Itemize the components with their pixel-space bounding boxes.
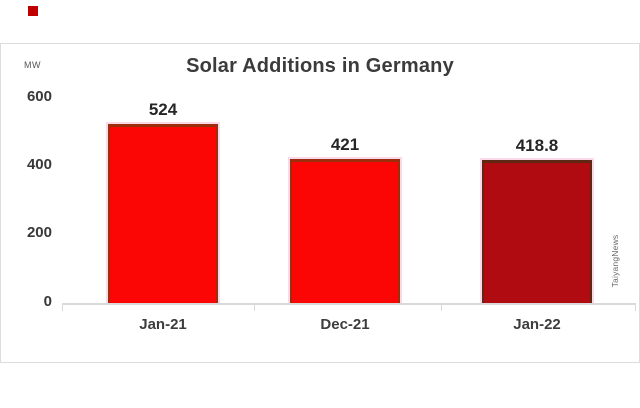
x-category-label-jan-22: Jan-22 [513,316,561,333]
watermark-text: TaiyangNews [610,234,620,288]
bar-value-label: 524 [148,100,178,119]
y-tick-label-200: 200 [26,224,52,241]
x-category-label-dec-21: Dec-21 [320,316,370,333]
chart-title: Solar Additions in Germany [186,55,454,77]
x-axis-tick [62,303,63,311]
bar-dec-21 [290,159,400,303]
y-tick-label-600: 600 [26,88,52,105]
y-axis-unit-label: MW [24,60,41,70]
x-axis-line [62,303,636,305]
x-axis-tick [635,303,636,311]
bar-jan-22 [482,160,592,303]
y-tick-label-0: 0 [43,293,52,310]
brand-mark-icon [28,6,38,16]
x-axis-tick [254,303,255,311]
bar-value-label: 421 [330,135,360,154]
x-category-label-jan-21: Jan-21 [139,316,187,333]
bar-value-label: 418.8 [515,136,559,155]
x-axis-tick [441,303,442,311]
bar-jan-21 [108,124,218,303]
y-tick-label-400: 400 [26,156,52,173]
